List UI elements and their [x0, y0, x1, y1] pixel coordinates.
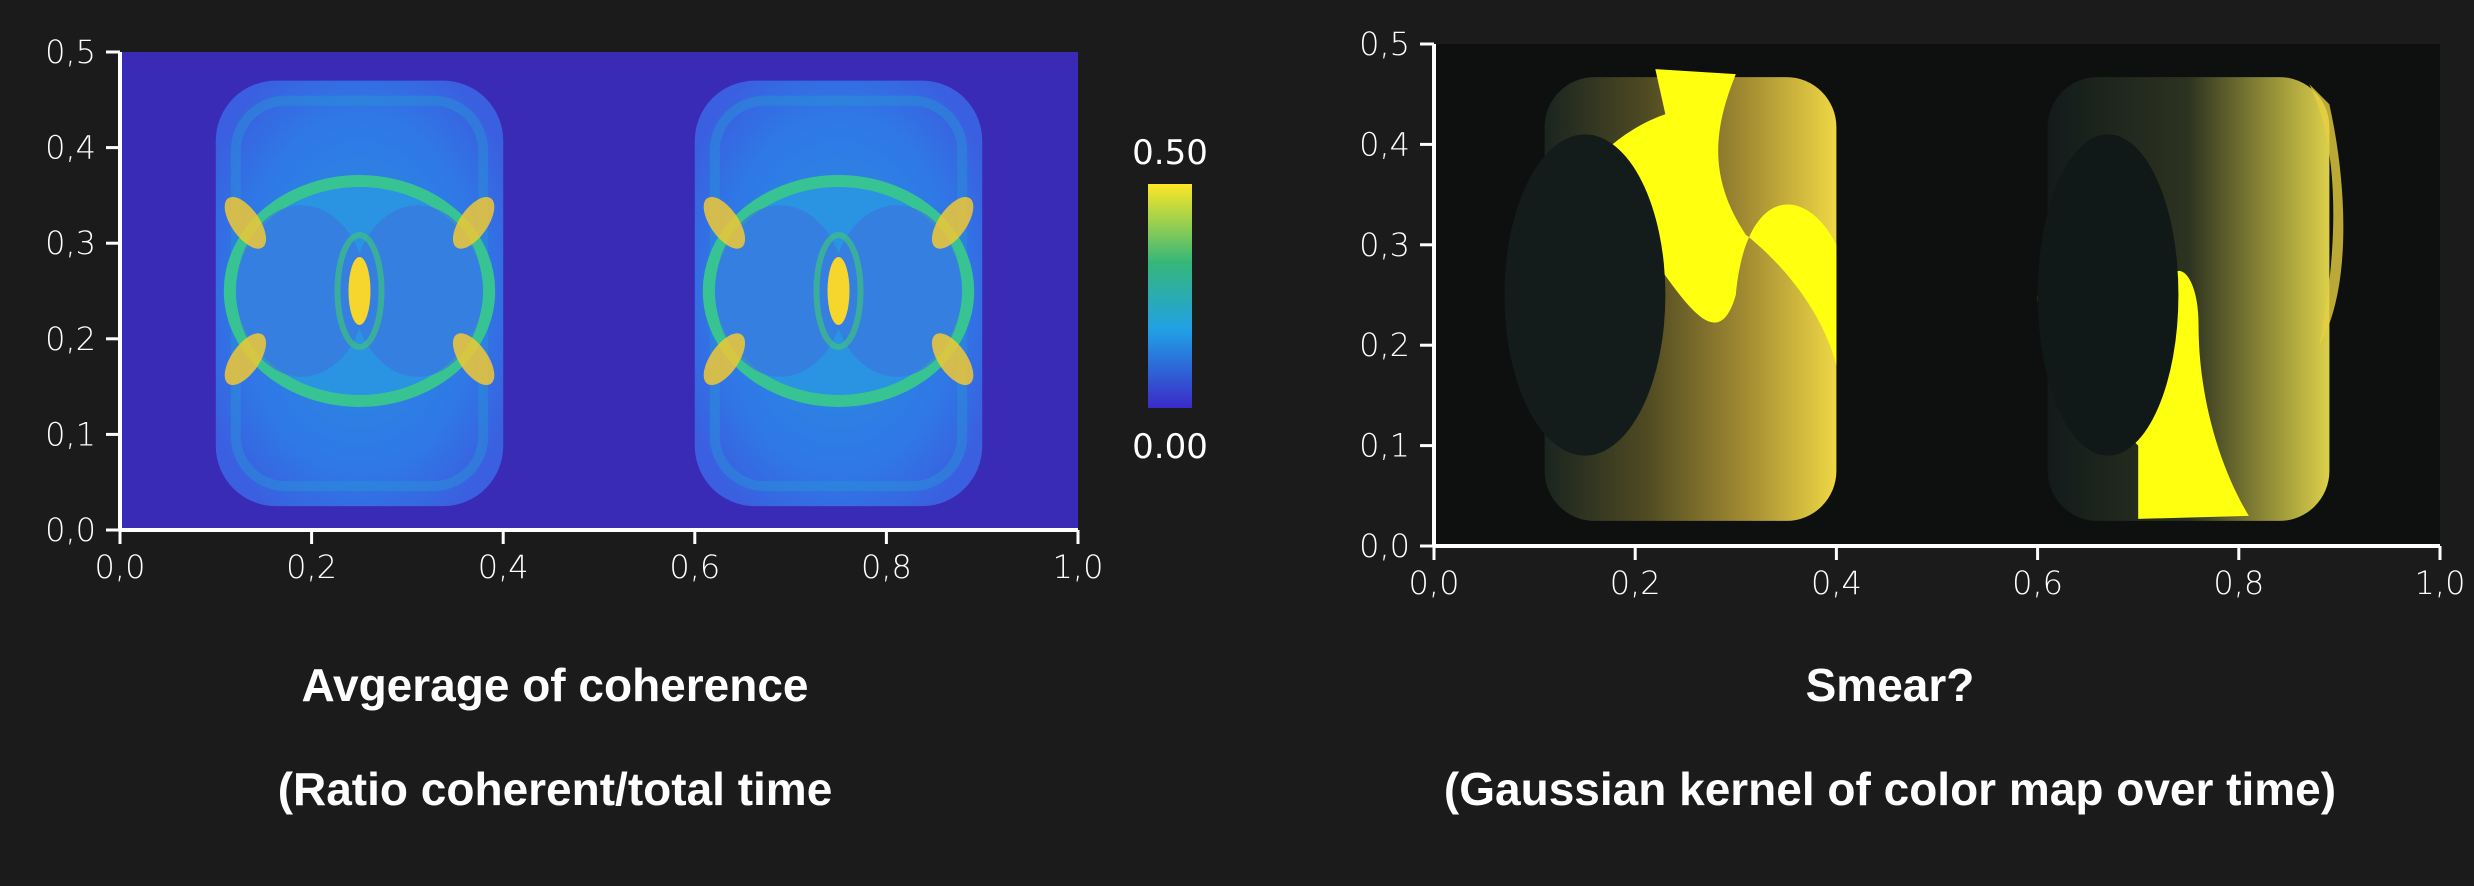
x-tick-label: 1,0 [2415, 564, 2466, 602]
ring-hotspot [703, 196, 746, 249]
ring-hotspot [224, 333, 267, 386]
y-tick-label: 0,2 [1359, 326, 1410, 364]
ring-hotspot [703, 333, 746, 386]
x-tick-label: 0,2 [286, 548, 337, 586]
y-tick-label: 0,4 [45, 129, 96, 167]
center-hotspot [827, 257, 850, 325]
chart2-subtitle: (Gaussian kernel of color map over time) [1443, 763, 2337, 815]
x-tick-label: 0,2 [1610, 564, 1661, 602]
y-tick-label: 0,3 [1359, 226, 1410, 264]
colorbar-max-label: 0.50 [1132, 133, 1208, 173]
y-tick-label: 0,0 [45, 511, 96, 549]
x-tick-label: 0,8 [861, 548, 912, 586]
ring-hotspot [931, 333, 974, 386]
coherence-heatmap-chart: 0,0 0,2 0,4 0,6 0,8 1,0 0,0 0,1 0,2 0,3 0,4 0,5 0.50… [45, 33, 1208, 586]
edge-highlight [2309, 84, 2344, 346]
center-hotspot [348, 257, 371, 325]
x-tick-label: 0,4 [478, 548, 529, 586]
inner-lobe-left [236, 205, 366, 377]
y-tick-label: 0,5 [45, 33, 96, 71]
center-halo [334, 232, 385, 350]
ring-hotspot [931, 196, 974, 249]
y-tick-label: 0,0 [1359, 527, 1410, 565]
chart2-title: Smear? [1805, 659, 1975, 711]
center-halo [813, 232, 864, 350]
chart1-title: Avgerage of coherence [301, 659, 809, 711]
x-tick-label: 1,0 [1053, 548, 1104, 586]
y-tick-label: 0,4 [1359, 125, 1410, 163]
ring-hotspot [452, 196, 495, 249]
chart1-subtitle: (Ratio coherent/total time [277, 763, 833, 815]
smear-blob [1504, 69, 1837, 521]
highlight-swirl [1534, 69, 1837, 366]
y-tick-label: 0,5 [1359, 25, 1410, 63]
y-tick-label: 0,3 [45, 224, 96, 262]
smear-blob [2037, 77, 2344, 521]
y-tick-label: 0,1 [45, 415, 96, 453]
x-tick-label: 0,6 [669, 548, 720, 586]
y-tick-label: 0,1 [1359, 427, 1410, 465]
coherence-blob [215, 80, 504, 507]
inner-lobe-right [353, 205, 483, 377]
x-tick-label: 0,0 [1409, 564, 1460, 602]
smear-heatmap-chart: 0,0 0,2 0,4 0,6 0,8 1,0 0,0 0,1 0,2 0,3 0,4 0,5 [1359, 25, 2465, 602]
x-tick-label: 0,0 [95, 548, 146, 586]
dark-hole [2037, 134, 2179, 456]
ring-hotspot [452, 333, 495, 386]
x-tick-label: 0,6 [2012, 564, 2063, 602]
coherence-blob [694, 80, 983, 507]
inner-lobe-right [832, 205, 962, 377]
x-tick-label: 0,8 [2213, 564, 2264, 602]
y-tick-label: 0,2 [45, 320, 96, 358]
ring-hotspot [224, 196, 267, 249]
inner-lobe-left [715, 205, 845, 377]
colorbar [1148, 184, 1192, 408]
dark-hole [1504, 134, 1666, 456]
x-tick-label: 0,4 [1811, 564, 1862, 602]
colorbar-min-label: 0.00 [1132, 427, 1208, 467]
